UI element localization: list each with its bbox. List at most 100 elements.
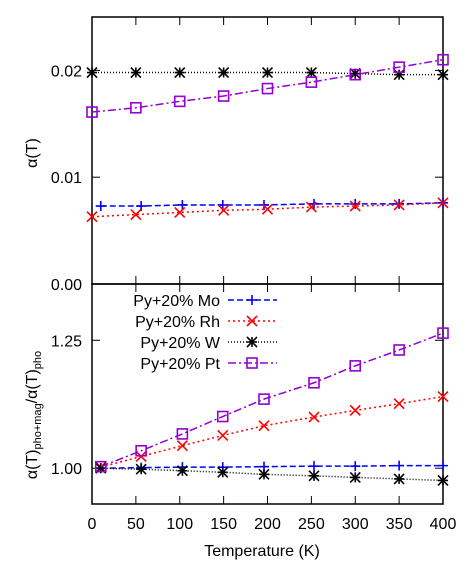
legend-label: Py+20% W — [140, 335, 220, 352]
data-point — [350, 461, 361, 472]
legend-label: Py+20% Rh — [135, 314, 220, 331]
series-line — [100, 332, 444, 468]
x-tick-label: 200 — [254, 516, 281, 533]
data-point — [349, 68, 361, 80]
series-w — [95, 462, 449, 487]
data-point — [349, 68, 362, 81]
plot-frame — [91, 16, 444, 285]
data-point — [258, 420, 270, 432]
data-point — [174, 66, 186, 79]
data-point — [261, 203, 274, 215]
series-pt — [94, 327, 449, 473]
x-axis-label: Temperature (K) — [204, 543, 320, 560]
top-y-axis-label: α(T) — [24, 138, 41, 168]
data-point — [130, 66, 142, 79]
y-tick-label: 0.02 — [51, 63, 82, 80]
data-point — [217, 466, 229, 478]
data-point — [135, 463, 147, 475]
legend-item: Py+20% Pt — [140, 356, 277, 373]
data-point — [308, 411, 320, 423]
x-tick-label: 100 — [166, 516, 193, 533]
legend-label: Py+20% Pt — [140, 356, 220, 373]
x-tick-label: 250 — [298, 516, 325, 533]
series-line — [100, 395, 444, 468]
data-point — [173, 95, 186, 108]
y-tick-label: 0.01 — [51, 170, 82, 187]
data-point — [393, 69, 405, 81]
data-point — [86, 66, 98, 79]
series-w — [86, 66, 449, 81]
legend-marker — [246, 336, 258, 348]
data-point — [349, 360, 362, 372]
data-point — [86, 106, 98, 118]
data-point — [393, 199, 405, 211]
data-point — [350, 198, 361, 209]
data-point — [258, 393, 270, 405]
legend-marker — [246, 315, 258, 327]
data-point — [349, 200, 361, 212]
data-point — [216, 410, 229, 423]
data-point — [305, 201, 317, 213]
data-point — [437, 390, 449, 403]
x-tick-label: 0 — [88, 516, 97, 533]
data-point — [393, 344, 405, 356]
bottom-y-axis-label: α(T)pho+mag/α(T)pho — [24, 351, 44, 479]
series-rh — [86, 197, 449, 223]
data-point — [437, 69, 449, 81]
data-point — [176, 440, 188, 452]
y-tick-label: 0.00 — [51, 277, 82, 294]
data-point — [308, 376, 320, 389]
data-point — [261, 82, 274, 95]
data-point — [349, 404, 361, 416]
data-point — [176, 428, 189, 440]
legend-marker — [247, 295, 257, 305]
data-point — [309, 461, 320, 472]
legend: Py+20% Mo Py+20% Rh Py+20% W Py+20% Pt — [133, 293, 277, 373]
series-line — [100, 464, 443, 469]
data-point — [437, 327, 449, 339]
data-point — [393, 61, 405, 73]
data-point — [305, 76, 318, 88]
x-tick-label: 300 — [342, 516, 369, 533]
data-point — [437, 197, 449, 209]
x-tick-label: 50 — [127, 516, 145, 533]
legend-item: Py+20% Rh — [135, 314, 277, 331]
data-point — [217, 429, 229, 442]
data-point — [177, 199, 188, 210]
series-mo — [95, 460, 448, 474]
data-point — [135, 444, 147, 457]
data-point — [95, 201, 106, 212]
x-tick-label: 400 — [430, 516, 457, 533]
data-point — [261, 66, 274, 79]
data-point — [95, 462, 107, 474]
series-line — [91, 58, 444, 113]
data-point — [437, 474, 449, 487]
data-point — [174, 206, 186, 219]
data-point — [308, 470, 320, 482]
data-point — [218, 66, 230, 79]
data-point — [349, 471, 361, 483]
data-point — [394, 460, 405, 471]
data-point — [176, 465, 188, 477]
series-rh — [95, 390, 449, 473]
legend-item: Py+20% W — [140, 335, 277, 352]
data-point — [130, 101, 142, 114]
data-point — [393, 398, 405, 410]
data-point — [438, 460, 448, 471]
series-line — [100, 467, 444, 482]
legend-marker — [246, 357, 258, 369]
data-point — [305, 66, 317, 79]
data-point — [86, 211, 98, 223]
bottom-panel: 0 50 100 150 200 250 300 350 400 1.00 1.25 Py+20% M… — [51, 283, 457, 533]
data-point — [258, 468, 270, 480]
legend-item: Py+20% Mo — [133, 293, 277, 310]
y-tick-label: 1.00 — [51, 461, 82, 478]
data-point — [218, 204, 230, 216]
data-point — [437, 53, 449, 66]
x-tick-label: 150 — [210, 516, 237, 533]
y-tick-label: 1.25 — [51, 333, 82, 350]
legend-label: Py+20% Mo — [133, 293, 220, 310]
x-tick-label: 350 — [386, 516, 413, 533]
top-panel: 0.00 0.01 0.02 — [51, 16, 449, 294]
